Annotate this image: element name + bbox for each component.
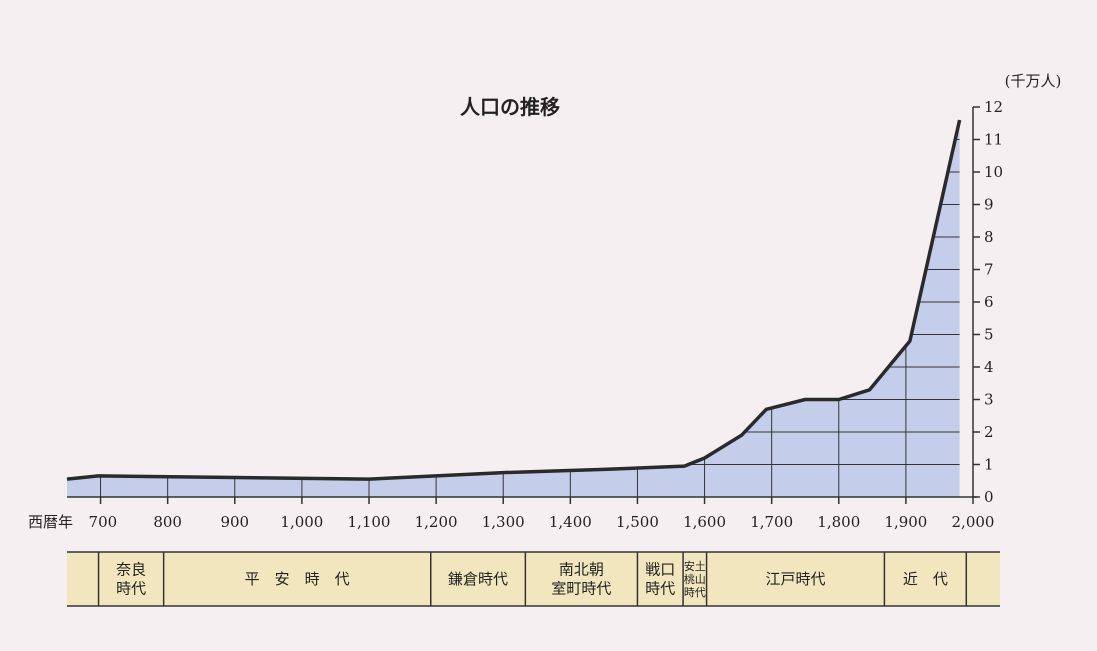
- x-tick-label: 2,000: [952, 513, 995, 531]
- y-tick-label: 8: [984, 228, 994, 246]
- population-area: [67, 120, 960, 497]
- population-line: [66, 119, 962, 481]
- x-tick-label: 1,100: [348, 513, 391, 531]
- period-label: 時代: [116, 580, 146, 598]
- y-tick-label: 5: [984, 326, 994, 344]
- period-label: 近 代: [903, 570, 948, 588]
- x-tick-label: 1,300: [482, 513, 525, 531]
- period-band-background: [67, 552, 1000, 606]
- y-tick-label: 2: [984, 423, 994, 441]
- x-tick-label: 1,800: [817, 513, 860, 531]
- y-tick-label: 12: [984, 98, 1003, 116]
- y-tick-label: 10: [984, 163, 1003, 181]
- period-label: 鎌倉時代: [448, 570, 508, 588]
- y-unit-label: (千万人): [1005, 72, 1062, 90]
- x-tick-label: 1,900: [884, 513, 927, 531]
- period-band: 奈良時代平 安 時 代鎌倉時代南北朝室町時代戦口時代安土桃山時代江戸時代近 代: [67, 551, 1000, 607]
- x-tick-label: 1,200: [415, 513, 458, 531]
- x-tick-label: 900: [220, 513, 249, 531]
- x-tick-label: 700: [89, 513, 118, 531]
- x-tick-label: 1,500: [616, 513, 659, 531]
- period-label: 安土: [684, 559, 706, 573]
- x-tick-label: 1,600: [683, 513, 726, 531]
- x-prefix-label: 西暦年: [28, 513, 73, 531]
- y-tick-label: 9: [984, 196, 994, 214]
- period-label: 江戸時代: [765, 570, 825, 588]
- chart-title: 人口の推移: [460, 95, 560, 119]
- period-label: 時代: [684, 586, 706, 599]
- period-label: 南北朝: [559, 561, 604, 579]
- x-tick-label: 1,400: [549, 513, 592, 531]
- y-tick-label: 11: [984, 131, 1003, 149]
- y-tick-label: 0: [984, 488, 994, 506]
- x-tick-label: 1,700: [750, 513, 793, 531]
- period-label: 室町時代: [551, 580, 611, 598]
- period-label: 平 安 時 代: [245, 570, 350, 588]
- x-tick-label: 1,000: [280, 513, 323, 531]
- period-label: 戦口: [645, 561, 675, 579]
- period-label: 奈良: [116, 561, 146, 579]
- period-label: 時代: [645, 580, 675, 598]
- y-tick-label: 6: [984, 293, 994, 311]
- y-tick-label: 1: [984, 456, 994, 474]
- y-tick-label: 3: [984, 391, 994, 409]
- y-tick-label: 4: [984, 358, 994, 376]
- y-tick-label: 7: [984, 261, 994, 279]
- period-label: 桃山: [684, 572, 706, 586]
- x-tick-label: 800: [153, 513, 182, 531]
